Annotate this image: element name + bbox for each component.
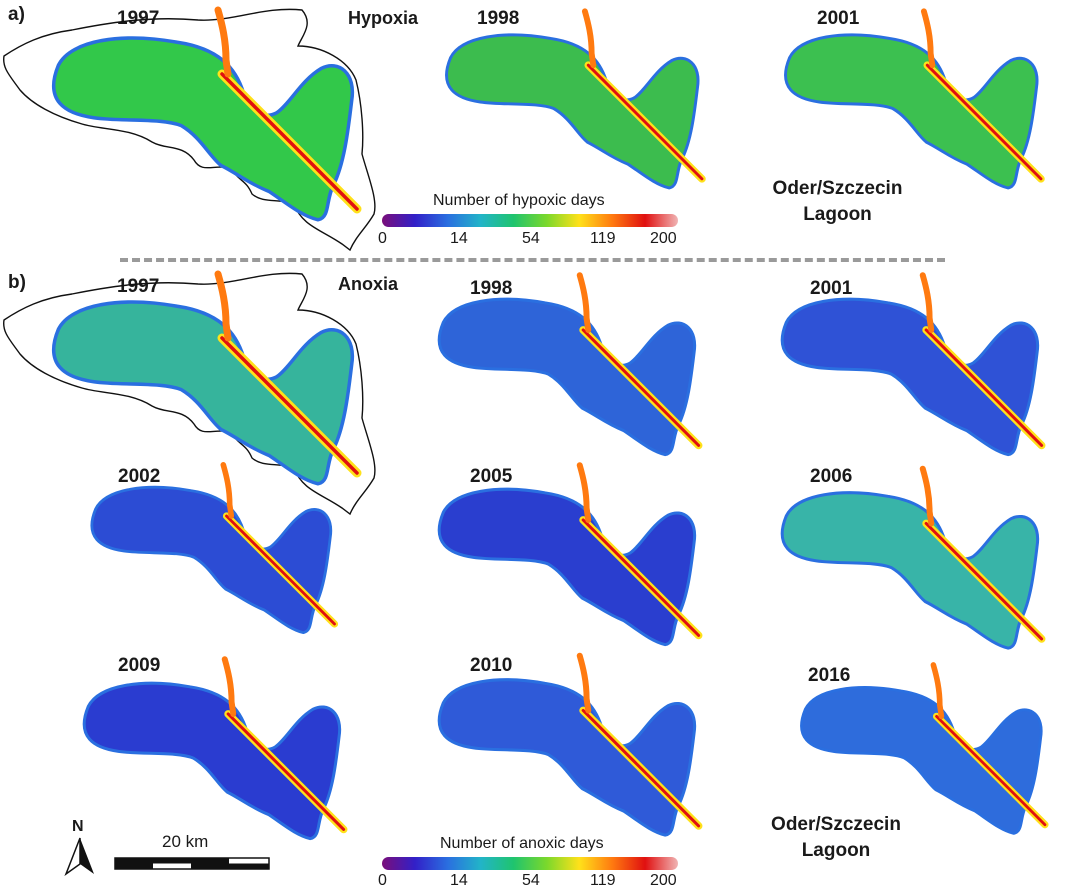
- region-label-b: Oder/Szczecin Lagoon: [766, 812, 906, 864]
- panel-a-label: a): [8, 4, 25, 25]
- shipping-channel-core: [581, 518, 701, 637]
- shipping-channel-core: [220, 72, 359, 211]
- region-label-a-line1: Oder/Szczecin: [772, 178, 903, 199]
- year-label-anx-2006: 2006: [810, 466, 853, 487]
- scale-bar-label: 20 km: [162, 832, 209, 851]
- hypoxia-map-2001: [784, 8, 1045, 190]
- shipping-channel-core: [225, 514, 336, 626]
- lagoon-body: [85, 684, 339, 838]
- river-mouth: [214, 6, 232, 78]
- hypoxia-map-1998: [445, 8, 706, 190]
- river-mouth: [919, 272, 935, 333]
- year-label-anx-2010: 2010: [470, 655, 513, 676]
- lagoon-body: [55, 303, 351, 482]
- region-label-b-line2: Lagoon: [801, 840, 871, 861]
- anoxia-map-1998: [437, 272, 703, 457]
- region-label-b-line1: Oder/Szczecin: [771, 814, 901, 835]
- year-label-anx-1998: 1998: [470, 278, 513, 299]
- anoxia-map-2006: [780, 465, 1046, 650]
- year-label-anx-2009: 2009: [118, 655, 161, 676]
- anoxia-map-2010: [437, 652, 703, 837]
- shipping-channel-core: [226, 712, 346, 831]
- river-mouth: [930, 662, 945, 720]
- hypoxia-colorbar: [382, 214, 678, 227]
- shipping-channel-core: [924, 521, 1044, 641]
- shipping-channel-core: [586, 63, 704, 181]
- hyp-tick-54: 54: [522, 230, 540, 247]
- anx-tick-119: 119: [590, 872, 616, 889]
- lagoon-body: [786, 36, 1036, 187]
- lagoon-body: [93, 488, 330, 632]
- year-label-anx-2002: 2002: [118, 466, 161, 487]
- river-mouth: [221, 656, 237, 717]
- shipping-channel-core: [581, 328, 701, 447]
- panel-divider: [120, 258, 945, 262]
- anoxia-colorbar: [382, 857, 678, 870]
- year-label-anx-2001: 2001: [810, 278, 853, 299]
- hyp-tick-119: 119: [590, 230, 616, 247]
- anoxia-map-1997: [3, 270, 376, 516]
- year-label-anx-2016: 2016: [808, 665, 851, 686]
- shipping-channel-core: [220, 336, 359, 475]
- anx-tick-200: 200: [650, 872, 677, 889]
- year-label-anx-1997: 1997: [117, 276, 160, 297]
- hypoxia-map-1997: [3, 6, 376, 252]
- lagoon-body: [783, 494, 1037, 647]
- north-arrow-label: N: [72, 818, 84, 835]
- river-mouth: [576, 652, 592, 714]
- river-mouth: [919, 465, 935, 527]
- river-mouth: [214, 270, 232, 342]
- lagoon-body: [783, 300, 1037, 454]
- river-mouth: [920, 8, 936, 69]
- hypoxia-title: Hypoxia: [348, 8, 419, 28]
- anoxia-map-2009: [82, 656, 348, 841]
- shipping-channel-core: [935, 714, 1047, 827]
- lagoon-body: [440, 681, 694, 834]
- lagoon-body: [802, 688, 1040, 832]
- hyp-tick-14: 14: [450, 230, 468, 247]
- year-label-hyp-1997: 1997: [117, 8, 160, 29]
- anoxia-map-2016: [800, 662, 1049, 835]
- lagoon-body: [440, 490, 694, 644]
- region-label-a-line2: Lagoon: [803, 204, 872, 225]
- anx-tick-54: 54: [522, 872, 540, 889]
- hyp-tick-0: 0: [378, 230, 387, 247]
- anoxia-map-2001: [780, 272, 1046, 457]
- shipping-channel-core: [924, 328, 1044, 447]
- lagoon-body: [440, 300, 694, 454]
- river-mouth: [581, 8, 597, 69]
- year-label-hyp-2001: 2001: [817, 8, 860, 29]
- river-mouth: [576, 462, 592, 523]
- north-arrow-icon: [64, 837, 94, 876]
- anoxia-title: Anoxia: [338, 274, 399, 294]
- anx-tick-14: 14: [450, 872, 468, 889]
- anoxia-colorbar-title: Number of anoxic days: [440, 835, 604, 852]
- shipping-channel-core: [925, 63, 1043, 181]
- river-mouth: [220, 462, 235, 519]
- lagoon-body: [447, 36, 697, 187]
- scale-bar: [114, 857, 270, 870]
- lagoon-outline: [3, 8, 376, 252]
- lagoon-body: [55, 39, 351, 218]
- region-label-a: Oder/Szczecin Lagoon: [770, 176, 905, 228]
- shipping-channel-core: [581, 708, 701, 828]
- year-label-hyp-1998: 1998: [477, 8, 520, 29]
- year-label-anx-2005: 2005: [470, 466, 513, 487]
- lagoon-outline: [3, 272, 376, 516]
- anx-tick-0: 0: [378, 872, 387, 889]
- anoxia-map-2005: [437, 462, 703, 647]
- hypoxia-colorbar-title: Number of hypoxic days: [433, 192, 605, 209]
- panel-b-label: b): [8, 272, 26, 293]
- anoxia-map-2002: [90, 462, 339, 634]
- river-mouth: [576, 272, 592, 333]
- hyp-tick-200: 200: [650, 230, 677, 247]
